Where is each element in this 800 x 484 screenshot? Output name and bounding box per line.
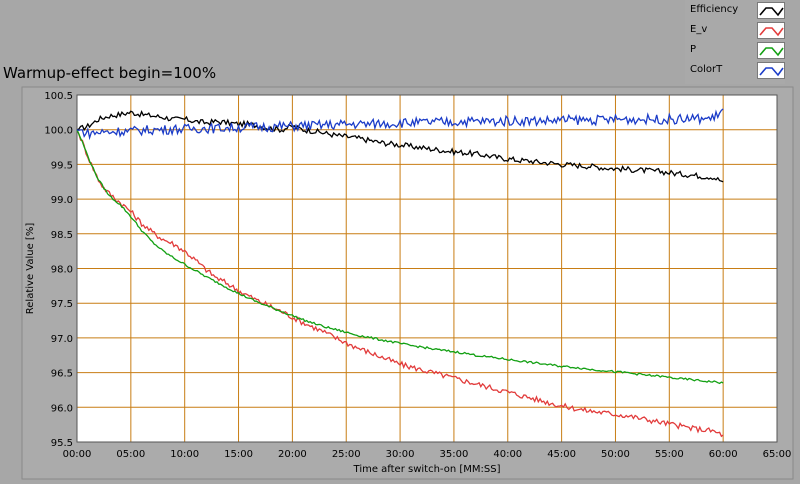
y-tick-label: 100.0 xyxy=(44,126,73,137)
legend-swatch-e-v xyxy=(757,22,785,39)
x-tick-label: 65:00 xyxy=(763,449,792,460)
y-tick-label: 98.5 xyxy=(51,230,73,241)
y-tick-label: 96.5 xyxy=(51,369,73,380)
x-tick-label: 50:00 xyxy=(601,449,630,460)
x-tick-label: 55:00 xyxy=(655,449,684,460)
line-sample-icon xyxy=(759,47,784,57)
x-tick-label: 15:00 xyxy=(224,449,253,460)
series-line-e-v xyxy=(76,129,724,438)
x-tick-label: 00:00 xyxy=(63,449,92,460)
line-sample-icon xyxy=(759,7,784,17)
legend[interactable]: Efficiency E_v P ColorT xyxy=(685,0,785,84)
legend-label: ColorT xyxy=(690,64,723,75)
legend-swatch-p xyxy=(757,42,785,59)
series-line-p xyxy=(76,129,724,385)
x-tick-label: 40:00 xyxy=(493,449,522,460)
x-tick-label: 20:00 xyxy=(278,449,307,460)
legend-item-colort[interactable]: ColorT xyxy=(685,61,785,81)
legend-item-p[interactable]: P xyxy=(685,41,785,61)
y-tick-label: 99.0 xyxy=(51,195,73,206)
series-line-efficiency xyxy=(76,110,724,183)
x-tick-label: 05:00 xyxy=(116,449,145,460)
y-tick-label: 97.5 xyxy=(51,299,73,310)
x-tick-label: 25:00 xyxy=(332,449,361,460)
plot-border xyxy=(76,94,778,443)
series-line-colort xyxy=(76,108,724,141)
legend-item-e-v[interactable]: E_v xyxy=(685,21,785,41)
legend-swatch-efficiency xyxy=(757,2,785,19)
y-tick-label: 96.0 xyxy=(51,403,73,414)
line-sample-icon xyxy=(759,27,784,37)
legend-label: E_v xyxy=(690,24,708,35)
x-axis-label: Time after switch-on [MM:SS] xyxy=(353,464,501,475)
x-tick-label: 35:00 xyxy=(440,449,469,460)
y-tick-label: 98.0 xyxy=(51,265,73,276)
x-tick-label: 10:00 xyxy=(170,449,199,460)
x-tick-label: 60:00 xyxy=(709,449,738,460)
x-tick-label: 45:00 xyxy=(547,449,576,460)
y-tick-label: 100.5 xyxy=(44,91,73,102)
y-axis-label: Relative Value [%] xyxy=(25,223,36,315)
y-tick-label: 99.5 xyxy=(51,160,73,171)
y-tick-label: 97.0 xyxy=(51,334,73,345)
x-tick-label: 30:00 xyxy=(386,449,415,460)
y-tick-label: 95.5 xyxy=(51,438,73,449)
legend-label: P xyxy=(690,44,697,55)
legend-item-efficiency[interactable]: Efficiency xyxy=(685,1,785,21)
legend-swatch-colort xyxy=(757,62,785,79)
line-sample-icon xyxy=(759,67,784,77)
legend-label: Efficiency xyxy=(690,4,739,15)
chart-title: Warmup-effect begin=100% xyxy=(3,64,217,82)
